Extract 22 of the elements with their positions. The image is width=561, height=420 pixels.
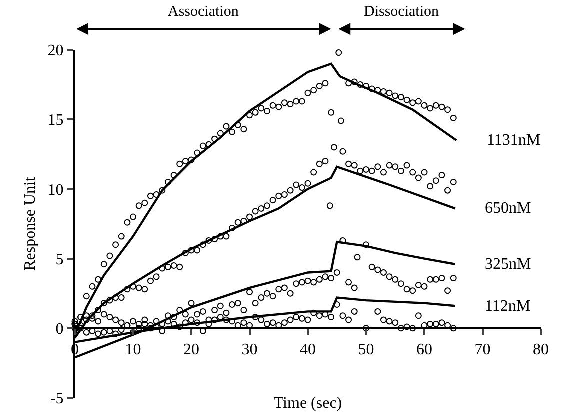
- text: Dissociation: [364, 4, 440, 20]
- x-tick-label: 20: [184, 342, 200, 359]
- y-tick-label: 20: [48, 42, 64, 60]
- y-tick-label: 0: [56, 321, 64, 338]
- x-tick-label: 10: [125, 342, 142, 359]
- y-tick-label: 5: [56, 251, 64, 268]
- series-label: 1131nM: [487, 132, 541, 149]
- x-axis-title: Time (sec): [274, 394, 342, 412]
- series-label: 112nM: [485, 298, 531, 315]
- y-tick-label: 15: [48, 112, 64, 130]
- x-tick-label: 70: [474, 342, 491, 359]
- x-tick-label: 40: [300, 342, 316, 359]
- series-label: 650nM: [485, 200, 532, 217]
- x-tick-label: 30: [242, 342, 258, 359]
- y-tick-label: -5: [50, 390, 64, 408]
- x-tick-label: 80: [533, 342, 549, 359]
- x-tick-label: 60: [416, 342, 432, 359]
- y-tick-label: 10: [48, 182, 64, 199]
- series-label: 325nM: [485, 256, 532, 273]
- text: Association: [168, 4, 240, 20]
- y-axis-title: Response Unit: [22, 176, 40, 271]
- x-tick-label: 50: [358, 342, 374, 359]
